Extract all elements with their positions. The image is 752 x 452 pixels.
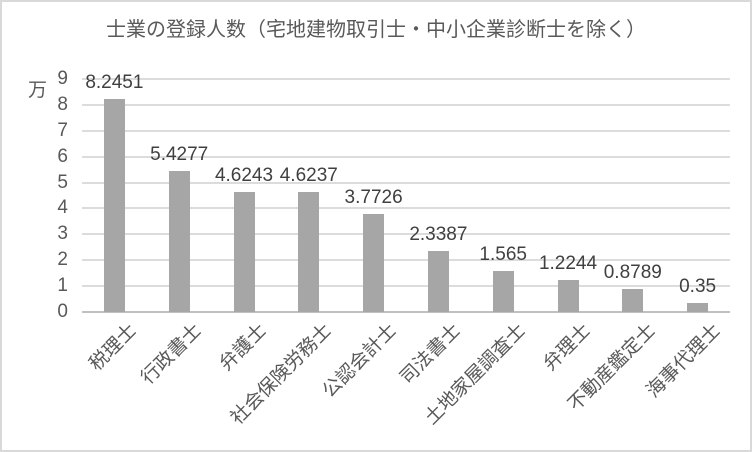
y-axis-tick-label: 5 xyxy=(57,171,68,193)
category-label: 税理士 xyxy=(86,320,142,376)
category-label: 行政書士 xyxy=(137,320,207,389)
gridline xyxy=(82,103,730,106)
bar-弁理士 xyxy=(557,280,579,312)
bar-社会保険労務士 xyxy=(298,192,320,312)
bar-土地家屋調査士 xyxy=(492,271,514,312)
y-axis-tick-label: 4 xyxy=(57,197,68,219)
bar-司法書士 xyxy=(427,251,449,312)
bar-行政書士 xyxy=(168,171,190,312)
gridline xyxy=(82,285,730,288)
bar-value-label: 5.4277 xyxy=(150,144,209,166)
y-axis-tick-label: 8 xyxy=(57,93,68,115)
x-axis-line xyxy=(82,311,730,313)
y-axis-tick-label: 2 xyxy=(57,249,68,271)
y-axis-tick-label: 3 xyxy=(57,223,68,245)
category-label: 弁理士 xyxy=(539,320,595,376)
bar-公認会計士 xyxy=(363,214,385,312)
y-axis-tick-label: 6 xyxy=(57,145,68,167)
y-axis-tick-label: 9 xyxy=(57,68,68,89)
bar-value-label: 1.565 xyxy=(479,244,527,266)
y-axis-tick-label: 7 xyxy=(57,119,68,141)
bar-value-label: 3.7726 xyxy=(344,187,403,209)
bar-value-label: 2.3387 xyxy=(409,224,468,246)
bar-value-label: 1.2244 xyxy=(538,253,598,275)
y-axis-unit-label: 万 xyxy=(28,80,48,101)
bar-value-label: 0.8789 xyxy=(603,262,662,284)
y-axis-tick-label: 0 xyxy=(57,301,68,322)
y-axis-tick-label: 1 xyxy=(57,275,68,297)
bar-value-label: 4.6243 xyxy=(214,165,274,187)
bar-税理士 xyxy=(103,98,125,312)
gridline xyxy=(82,207,730,210)
bar-value-label: 4.6237 xyxy=(279,165,338,187)
gridline xyxy=(82,129,730,132)
category-label: 弁護士 xyxy=(215,320,271,376)
gridline xyxy=(82,233,730,236)
bar-value-label: 0.35 xyxy=(679,275,717,297)
bar-不動産鑑定士 xyxy=(622,289,644,312)
gridline xyxy=(82,155,730,158)
plot-area xyxy=(82,78,730,313)
chart-title: 士業の登録人数（宅地建物取引士・中小企業診断士を除く） xyxy=(106,19,646,41)
gridline xyxy=(82,78,730,80)
bar-value-label: 8.2451 xyxy=(85,71,144,93)
bar-海事代理士 xyxy=(687,302,709,312)
bar-弁護士 xyxy=(233,192,255,312)
gridline xyxy=(82,259,730,262)
gridline xyxy=(82,181,730,184)
